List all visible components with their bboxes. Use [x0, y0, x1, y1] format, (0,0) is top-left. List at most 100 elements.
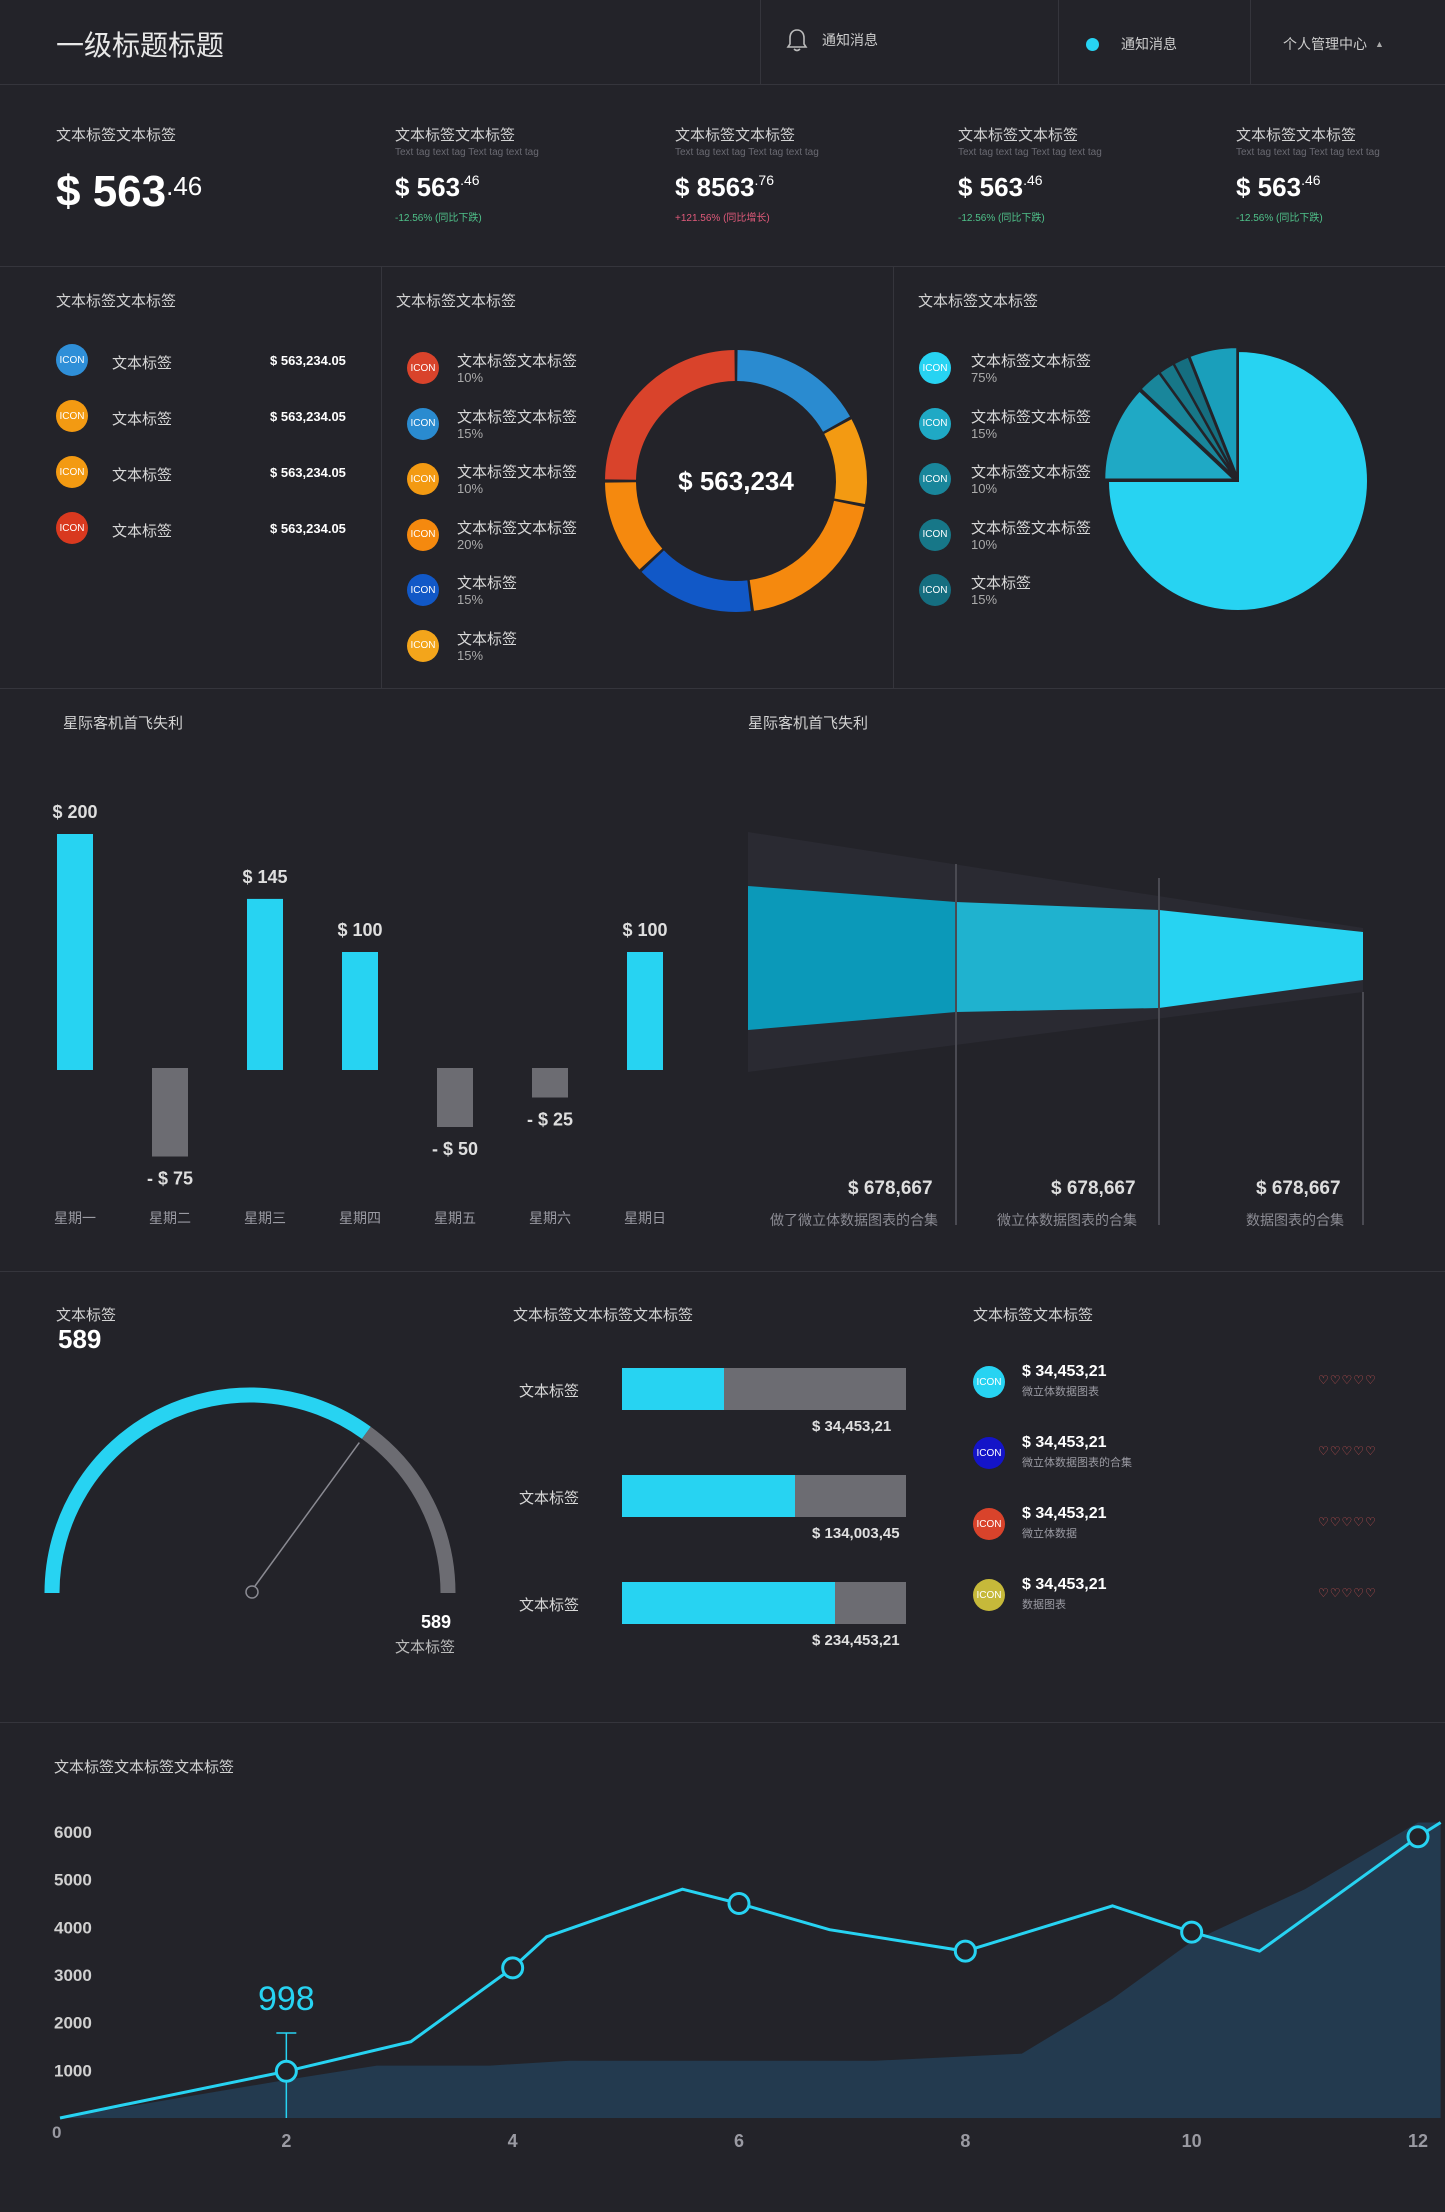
- rating-hearts[interactable]: ♡♡♡♡♡: [1318, 1515, 1377, 1529]
- bar-category-label: 星期日: [624, 1210, 666, 1226]
- item-icon: ICON: [973, 1366, 1005, 1398]
- legend-label: 文本标签文本标签: [457, 353, 578, 370]
- item-icon: ICON: [919, 352, 951, 384]
- x-tick-label: 6: [734, 2131, 744, 2151]
- progress-value: $ 234,453,21: [812, 1632, 900, 1649]
- legend-label: 文本标签文本标签: [457, 519, 578, 537]
- legend-pct: 20%: [457, 536, 484, 552]
- item-icon: ICON: [407, 629, 439, 662]
- gauge-track-arc: [361, 1426, 456, 1594]
- line-chart: 998 1000 2000 3000 4000 5000 6000 0 2 4 6 8 10 12: [52, 1821, 1442, 2151]
- bar-value-label: - $ 75: [147, 1169, 193, 1189]
- item-icon: ICON: [56, 512, 88, 544]
- legend-pct: 15%: [971, 425, 998, 441]
- kpi-value: $ 563.46: [958, 172, 1043, 202]
- kpi-sub: Text tag text tag Text tag text tag: [958, 147, 1102, 158]
- item-icon: ICON: [919, 574, 951, 606]
- legend-label: 文本标签文本标签: [971, 464, 1092, 481]
- kpi-value: $ 563.46: [395, 172, 480, 202]
- item-icon: ICON: [919, 518, 951, 551]
- kpi-change: -12.56% (同比下跌): [395, 213, 482, 224]
- funnel-segment-3: [1159, 910, 1363, 1008]
- donut-slice: [605, 350, 735, 480]
- rating-hearts[interactable]: ♡♡♡♡♡: [1318, 1444, 1377, 1458]
- funnel-label: 微立体数据图表的合集: [997, 1212, 1137, 1228]
- line-marker[interactable]: [1406, 1825, 1430, 1849]
- rating-sub: 数据图表: [1022, 1599, 1066, 1611]
- line-marker[interactable]: [727, 1892, 751, 1915]
- rating-sub: 微立体数据图表的合集: [1022, 1457, 1132, 1469]
- rating-hearts[interactable]: ♡♡♡♡♡: [1318, 1373, 1377, 1387]
- rating-value: $ 34,453,21: [1022, 1576, 1107, 1593]
- notify-button[interactable]: 通知消息: [786, 28, 878, 52]
- line-marker[interactable]: [501, 1956, 525, 1980]
- kpi-sub: Text tag text tag Text tag text tag: [675, 147, 819, 158]
- bar-value-label: $ 100: [622, 920, 667, 940]
- kpi-label: 文本标签文本标签: [958, 127, 1079, 144]
- bar: [342, 952, 378, 1070]
- notify-status-button[interactable]: 通知消息: [1086, 34, 1177, 54]
- list-item-value: $ 563,234.05: [270, 409, 346, 424]
- panel-title: 文本标签文本标签: [56, 293, 177, 310]
- line-marker[interactable]: [274, 2059, 298, 2083]
- item-icon: ICON: [973, 1508, 1005, 1540]
- item-icon: ICON: [56, 456, 88, 488]
- funnel-value: $ 678,667: [1051, 1178, 1136, 1199]
- pie-chart: [1103, 346, 1369, 612]
- rating-hearts[interactable]: ♡♡♡♡♡: [1318, 1586, 1377, 1600]
- gauge-bottom-label: 文本标签: [395, 1639, 456, 1656]
- kpi-sub: Text tag text tag Text tag text tag: [395, 147, 539, 158]
- y-tick-label: 1000: [54, 2061, 92, 2080]
- y-tick-label: 5000: [54, 1871, 92, 1890]
- line-marker[interactable]: [953, 1939, 977, 1963]
- bar-category-label: 星期四: [339, 1210, 381, 1226]
- list-item-value: $ 563,234.05: [270, 465, 346, 480]
- progress-bar: [622, 1368, 906, 1410]
- item-icon: ICON: [407, 574, 439, 606]
- kpi-card: 文本标签文本标签 Text tag text tag Text tag text…: [1236, 124, 1380, 224]
- funnel-value: $ 678,667: [1256, 1178, 1341, 1199]
- donut-panel: 文本标签文本标签 $ 563,234 ICON 文本标签文本标签 10% ICON 文本…: [381, 266, 893, 688]
- item-icon: ICON: [973, 1437, 1005, 1469]
- gauge-title: 文本标签: [56, 1307, 117, 1324]
- list-panel: 文本标签文本标签 ICON 文本标签 $ 563,234.05 ICON 文本标签 $ 5…: [0, 266, 381, 688]
- progress-value: $ 134,003,45: [812, 1525, 900, 1542]
- progress-bar: [622, 1475, 906, 1517]
- page-header: 一级标题标题 通知消息 通知消息 个人管理中心 ▲: [0, 0, 1445, 84]
- bar-category-label: 星期三: [244, 1210, 286, 1226]
- list-item-label: 文本标签: [112, 523, 173, 540]
- gauge-fill-arc: [44, 1387, 371, 1594]
- legend-pct: 10%: [971, 536, 998, 552]
- item-icon: ICON: [56, 400, 88, 432]
- progress-label: 文本标签: [519, 1597, 580, 1614]
- funnel-label: 数据图表的合集: [1246, 1212, 1344, 1228]
- legend-label: 文本标签文本标签: [971, 519, 1092, 537]
- item-icon: ICON: [973, 1579, 1005, 1611]
- bar-value-label: - $ 50: [432, 1139, 478, 1159]
- kpi-card-main: 文本标签文本标签 $ 563.46: [56, 124, 202, 217]
- line-marker[interactable]: [1180, 1920, 1204, 1944]
- donut-chart: $ 563,234: [605, 350, 867, 612]
- callout-value: 998: [258, 1980, 315, 2018]
- item-icon: ICON: [407, 518, 439, 551]
- bell-icon: [786, 29, 808, 52]
- donut-center-label: $ 563,234: [678, 466, 794, 496]
- status-dot-icon: [1086, 37, 1099, 51]
- kpi-sub: Text tag text tag Text tag text tag: [1236, 147, 1380, 158]
- legend-pct: 15%: [457, 425, 484, 441]
- legend-label: 文本标签: [457, 575, 518, 592]
- funnel-chart-title: 星际客机首飞失利: [748, 715, 869, 732]
- kpi-change: +121.56% (同比增长): [675, 213, 770, 224]
- kpi-value: $ 563.46: [56, 167, 203, 216]
- caret-up-icon: ▲: [1375, 39, 1384, 49]
- user-menu-button[interactable]: 个人管理中心 ▲: [1283, 34, 1384, 54]
- legend-pct: 15%: [971, 592, 998, 607]
- x-tick-label: 4: [508, 2131, 518, 2151]
- progress-label: 文本标签: [519, 1383, 580, 1400]
- item-icon: ICON: [407, 463, 439, 495]
- pie-slice: [1188, 346, 1239, 478]
- donut-slice: [737, 350, 851, 432]
- bar-value-label: $ 145: [242, 867, 287, 887]
- ratings-title: 文本标签文本标签: [973, 1307, 1094, 1324]
- legend-label: 文本标签文本标签: [457, 464, 578, 481]
